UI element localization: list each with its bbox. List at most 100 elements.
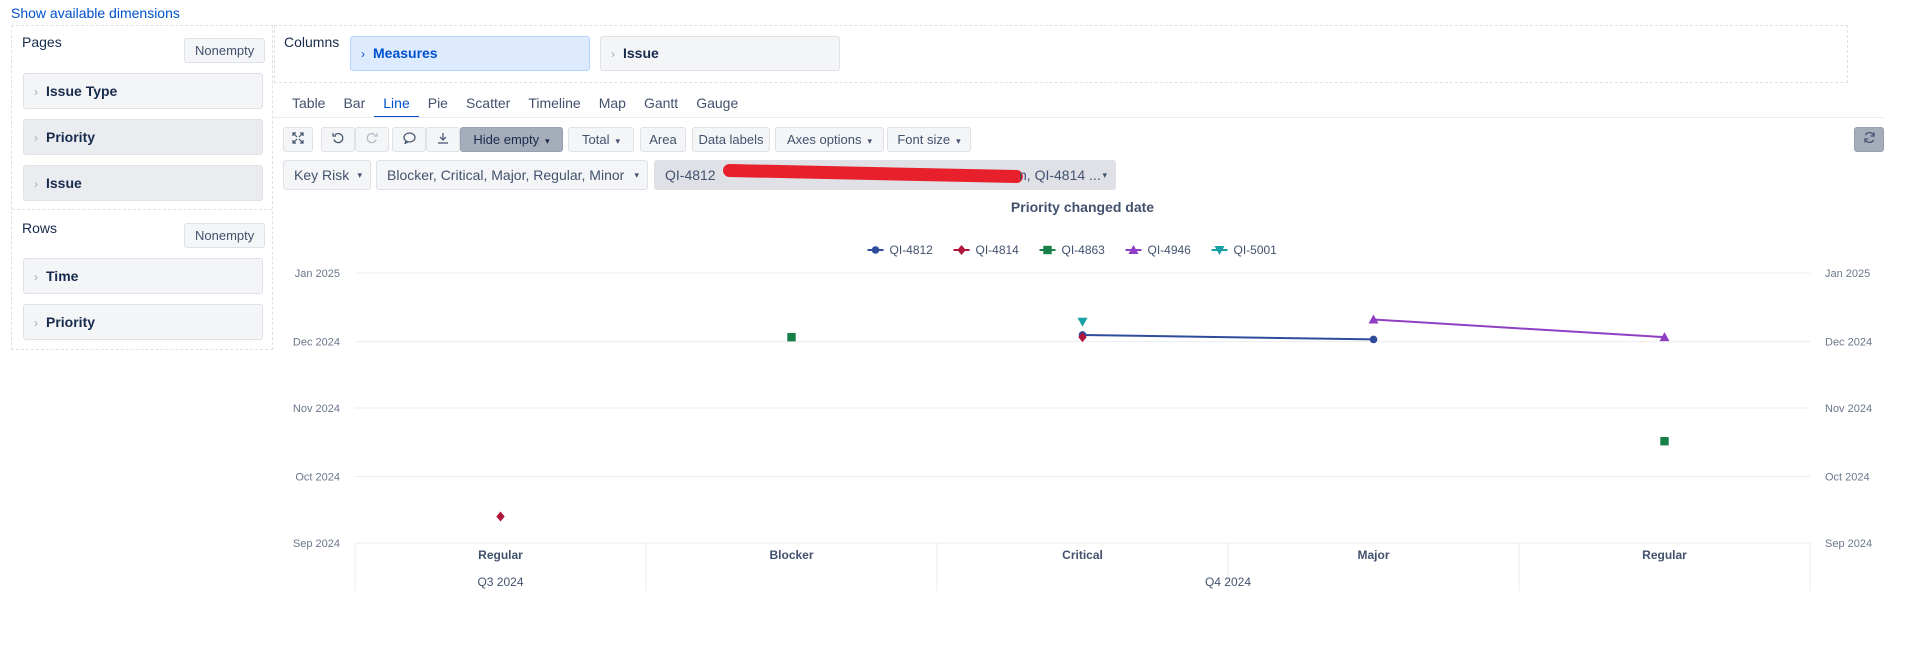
redo-button[interactable] <box>355 127 389 152</box>
pages-item-issue-type[interactable]: › Issue Type <box>23 73 263 109</box>
chevron-right-icon: › <box>611 47 615 61</box>
chevron-right-icon: › <box>361 47 365 61</box>
chevron-down-icon: ▾ <box>357 170 362 180</box>
y-tick-label-right: Dec 2024 <box>1825 337 1872 349</box>
hide-empty-dropdown[interactable]: Hide empty ▾ <box>460 127 563 152</box>
data-point <box>1078 332 1087 343</box>
chevron-down-icon: ▾ <box>867 136 872 146</box>
chevron-down-icon: ▾ <box>634 170 639 180</box>
comment-button[interactable] <box>392 127 426 152</box>
expand-icon <box>292 132 304 144</box>
pages-item-priority[interactable]: › Priority <box>23 119 263 155</box>
chevron-right-icon: › <box>34 177 38 191</box>
x-category-label: Major <box>1357 548 1389 562</box>
rows-item-label: Time <box>46 268 79 284</box>
x-category-label: Regular <box>1642 548 1687 562</box>
undo-icon <box>332 133 344 144</box>
column-item-label: Measures <box>373 45 438 61</box>
x-group-label: Q3 2024 <box>477 575 523 589</box>
column-item-measures[interactable]: › Measures <box>350 36 590 71</box>
rows-nonempty-button[interactable]: Nonempty <box>184 223 266 248</box>
legend-marker <box>1214 246 1225 255</box>
undo-button[interactable] <box>321 127 355 152</box>
redo-icon <box>366 133 378 144</box>
issue-filter-label-end: n, QI-4814 ... <box>1019 167 1101 183</box>
comment-icon <box>402 132 416 145</box>
tab-gauge[interactable]: Gauge <box>696 95 739 111</box>
refresh-icon <box>1863 131 1875 144</box>
y-tick-label-left: Sep 2024 <box>293 538 340 550</box>
y-tick-label-right: Sep 2024 <box>1825 538 1872 550</box>
pages-label: Pages <box>22 34 62 50</box>
rows-item-label: Priority <box>46 314 96 330</box>
rows-item-time[interactable]: › Time <box>23 258 263 294</box>
font-size-dropdown[interactable]: Font size ▾ <box>887 127 971 152</box>
pages-item-label: Issue <box>46 175 82 191</box>
data-point <box>1368 314 1379 324</box>
y-tick-label-right: Oct 2024 <box>1825 472 1870 484</box>
tab-bar[interactable]: Bar <box>343 95 366 111</box>
series-line <box>1373 318 1665 339</box>
chevron-down-icon: ▾ <box>1102 170 1107 180</box>
data-point <box>1077 317 1088 327</box>
pages-item-issue[interactable]: › Issue <box>23 165 263 201</box>
measure-filter-dropdown[interactable]: Key Risk ▾ <box>283 160 371 190</box>
y-tick-label-right: Jan 2025 <box>1825 268 1870 280</box>
column-item-issue[interactable]: › Issue <box>600 36 840 71</box>
data-point <box>1659 332 1670 342</box>
x-category-label: Regular <box>478 548 523 562</box>
chevron-right-icon: › <box>34 131 38 145</box>
measure-filter-label: Key Risk <box>294 167 350 183</box>
panel-divider <box>12 209 272 210</box>
chevron-right-icon: › <box>34 270 38 284</box>
legend-marker <box>871 246 880 254</box>
tab-pie[interactable]: Pie <box>427 95 448 111</box>
legend-label: QI-4814 <box>976 243 1020 257</box>
x-category-label: Blocker <box>769 548 813 562</box>
rows-label: Rows <box>22 220 58 236</box>
refresh-button[interactable] <box>1854 127 1884 152</box>
fullscreen-button[interactable] <box>283 127 313 152</box>
legend-label: QI-4863 <box>1062 243 1106 257</box>
tab-timeline[interactable]: Timeline <box>528 95 581 111</box>
chevron-down-icon: ▾ <box>545 136 550 146</box>
area-button[interactable]: Area <box>640 127 686 152</box>
priority-filter-dropdown[interactable]: Blocker, Critical, Major, Regular, Minor… <box>376 160 648 190</box>
line-chart: Priority changed date Sep 2024 Sep 2024 Oct… <box>293 199 1872 591</box>
legend-marker <box>1043 245 1052 255</box>
y-tick-label-left: Jan 2025 <box>295 268 340 280</box>
tabs-divider <box>274 117 1884 118</box>
axes-options-label: Axes options <box>787 132 862 147</box>
issue-filter-dropdown[interactable]: QI-4812 n, QI-4814 ... ▾ <box>654 160 1116 190</box>
tab-line[interactable]: Line <box>374 92 419 118</box>
chevron-right-icon: › <box>34 316 38 330</box>
y-tick-label-right: Nov 2024 <box>1825 403 1872 415</box>
pages-nonempty-button[interactable]: Nonempty <box>184 38 266 63</box>
tab-map[interactable]: Map <box>598 95 626 111</box>
series-line <box>1082 333 1374 341</box>
rows-item-priority[interactable]: › Priority <box>23 304 263 340</box>
y-tick-label-left: Dec 2024 <box>293 337 340 349</box>
columns-label: Columns <box>284 34 340 50</box>
total-label: Total <box>582 132 610 147</box>
data-point <box>496 511 505 522</box>
show-dimensions-link[interactable]: Show available dimensions <box>11 5 180 21</box>
axes-options-dropdown[interactable]: Axes options ▾ <box>775 127 884 152</box>
font-size-label: Font size <box>897 132 951 147</box>
legend-label: QI-5001 <box>1234 243 1278 257</box>
pages-item-label: Priority <box>46 129 96 145</box>
chart-type-tabs: Table Bar Line Pie Scatter Timeline Map … <box>283 92 747 118</box>
chart-title: Priority changed date <box>1011 199 1154 215</box>
layout-panel: Pages Nonempty › Issue Type › Priority › Is… <box>11 25 273 350</box>
legend-marker <box>957 245 966 255</box>
data-labels-button[interactable]: Data labels <box>692 127 770 152</box>
export-button[interactable] <box>426 127 460 152</box>
data-point <box>1369 335 1378 344</box>
tab-scatter[interactable]: Scatter <box>465 95 511 111</box>
tab-gantt[interactable]: Gantt <box>643 95 679 111</box>
columns-area: Columns › Measures › Issue <box>274 25 1848 83</box>
tab-table[interactable]: Table <box>292 95 326 111</box>
x-group-label: Q4 2024 <box>1205 575 1251 589</box>
total-dropdown[interactable]: Total ▾ <box>568 127 634 152</box>
legend-marker <box>1128 245 1139 254</box>
